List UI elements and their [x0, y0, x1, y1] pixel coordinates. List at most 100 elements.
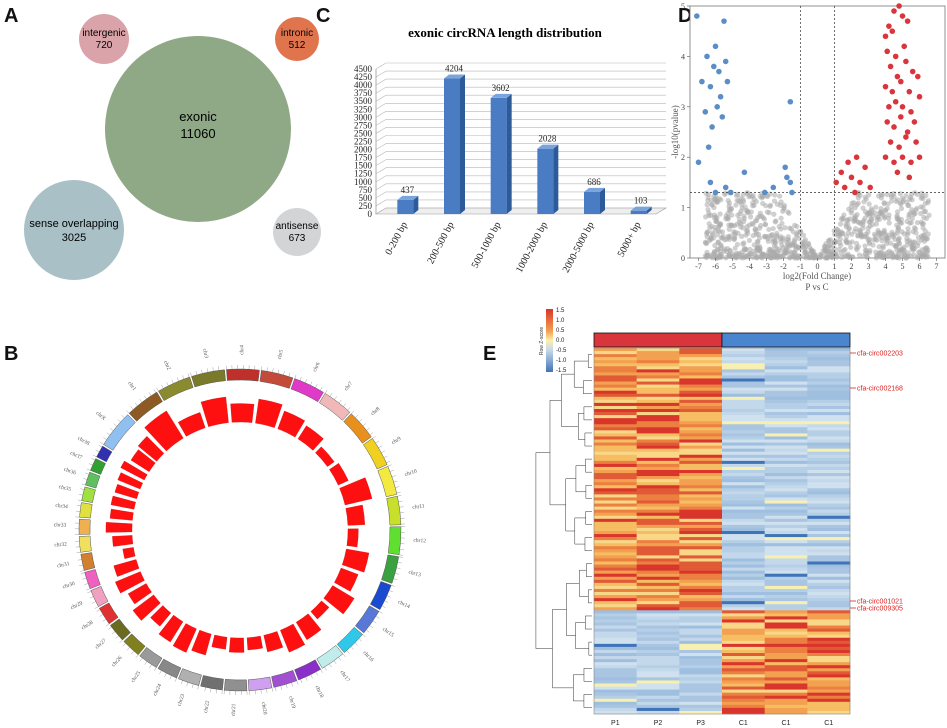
circos-tick [76, 505, 81, 507]
heatmap-cell [636, 704, 680, 709]
heatmap-cell [722, 439, 765, 443]
heatmap-cell [679, 610, 723, 614]
heatmap-cell [807, 646, 851, 651]
circos-chromosome-segment [294, 659, 322, 681]
heatmap-cell [764, 451, 808, 456]
heatmap-cell [636, 409, 680, 413]
volcano-ns-point [809, 248, 815, 255]
heatmap-cell [764, 613, 808, 617]
circos-tick [310, 674, 313, 679]
heatmap-cell [722, 570, 765, 574]
heatmap-cell [807, 634, 851, 639]
circos-tick [333, 660, 337, 665]
annotation-label: cfa-circ009305 [857, 606, 903, 613]
heatmap-cell [722, 436, 765, 440]
heatmap-cell [807, 448, 851, 452]
circos-chromosome-segment [158, 376, 194, 401]
heatmap-cell [636, 466, 680, 471]
heatmap-cell [807, 512, 851, 517]
heatmap-cell [636, 436, 680, 440]
heatmap-cell [594, 366, 637, 370]
circos-chromosome-label: chr30 [62, 581, 76, 591]
heatmap-cell [807, 354, 851, 358]
heatmap-cell [636, 482, 680, 486]
heatmap-cell [679, 552, 723, 556]
volcano-ns-point [732, 231, 738, 237]
volcano-ns-point [746, 251, 752, 257]
circos-chromosome-segment [90, 586, 109, 607]
heatmap-cell [722, 518, 765, 523]
panel-c-bar-chart: exonic circRNA length distribution 02505… [354, 25, 668, 275]
heatmap-cell [594, 567, 637, 571]
circos-tick [195, 370, 198, 375]
bar-chart-gridline [375, 86, 666, 94]
circos-tick [154, 667, 157, 672]
volcano-y-tick-label: 4 [681, 52, 685, 61]
heatmap-cell [594, 683, 637, 687]
circos-tick [111, 631, 116, 635]
heatmap-cell [594, 491, 637, 495]
heatmap-cell [594, 622, 637, 626]
circos-tick [149, 664, 152, 669]
volcano-ns-point [914, 219, 921, 226]
heatmap-cell [807, 567, 851, 571]
heatmap-cell [679, 671, 723, 675]
heatmap-cell [807, 482, 851, 486]
heatmap-cell [594, 378, 637, 382]
circos-tick [182, 375, 185, 380]
heatmap-cell [764, 555, 808, 559]
heatmap-cell [764, 625, 808, 629]
volcano-ns-point [703, 190, 709, 196]
circos-tick [384, 600, 389, 603]
volcano-ns-point [722, 190, 729, 196]
volcano-ns-point [717, 211, 723, 217]
heatmap-cell [679, 692, 723, 696]
heatmap-cell [636, 640, 680, 645]
heatmap-cell [807, 643, 851, 648]
heatmap-cell [722, 512, 765, 517]
heatmap-cell [722, 546, 765, 550]
heatmap-cell [764, 579, 808, 584]
heatmap-cell [807, 710, 851, 715]
heatmap-cell [679, 646, 723, 651]
heatmap-cell [764, 491, 808, 495]
volcano-down-point [702, 109, 709, 115]
volcano-up-point [904, 18, 911, 24]
heatmap-cell [636, 546, 680, 550]
circos-chromosome-segment [290, 378, 324, 403]
volcano-ns-point [921, 232, 927, 238]
heatmap-cell [764, 509, 808, 513]
circos-tick [212, 367, 214, 372]
heatmap-cell [636, 470, 680, 474]
heatmap-cell [594, 427, 637, 431]
heatmap-cell [807, 582, 851, 587]
heatmap-cell [722, 463, 765, 468]
circos-tick [94, 606, 99, 609]
heatmap-cells [593, 347, 851, 715]
heatmap-cell [764, 692, 808, 696]
volcano-up-point [833, 179, 839, 186]
heatmap-cell [807, 704, 851, 709]
bar-x-tick-label: 500-1000 bp [470, 220, 504, 270]
circos-tick [324, 666, 327, 671]
bar-chart-gridline [375, 143, 666, 150]
heatmap-cell [679, 668, 723, 672]
circos-chromosome-label: chr32 [54, 542, 67, 549]
heatmap-cell [679, 360, 723, 364]
volcano-ns-point [886, 215, 892, 221]
circos-tick [159, 670, 162, 675]
heatmap-cell [764, 415, 808, 419]
heatmap-column-label: C1 [824, 720, 833, 727]
volcano-down-point [707, 179, 714, 186]
heatmap-cell [807, 378, 851, 382]
volcano-ns-point [717, 251, 723, 258]
circos-tick [329, 663, 332, 668]
heatmap-cell [594, 665, 637, 669]
volcano-up-point [882, 33, 889, 40]
heatmap-cell [807, 585, 851, 590]
heatmap-cell [679, 463, 723, 468]
volcano-down-point [711, 63, 717, 70]
heatmap-cell [764, 512, 808, 517]
heatmap-cell [636, 592, 680, 596]
heatmap-cell [594, 634, 637, 639]
